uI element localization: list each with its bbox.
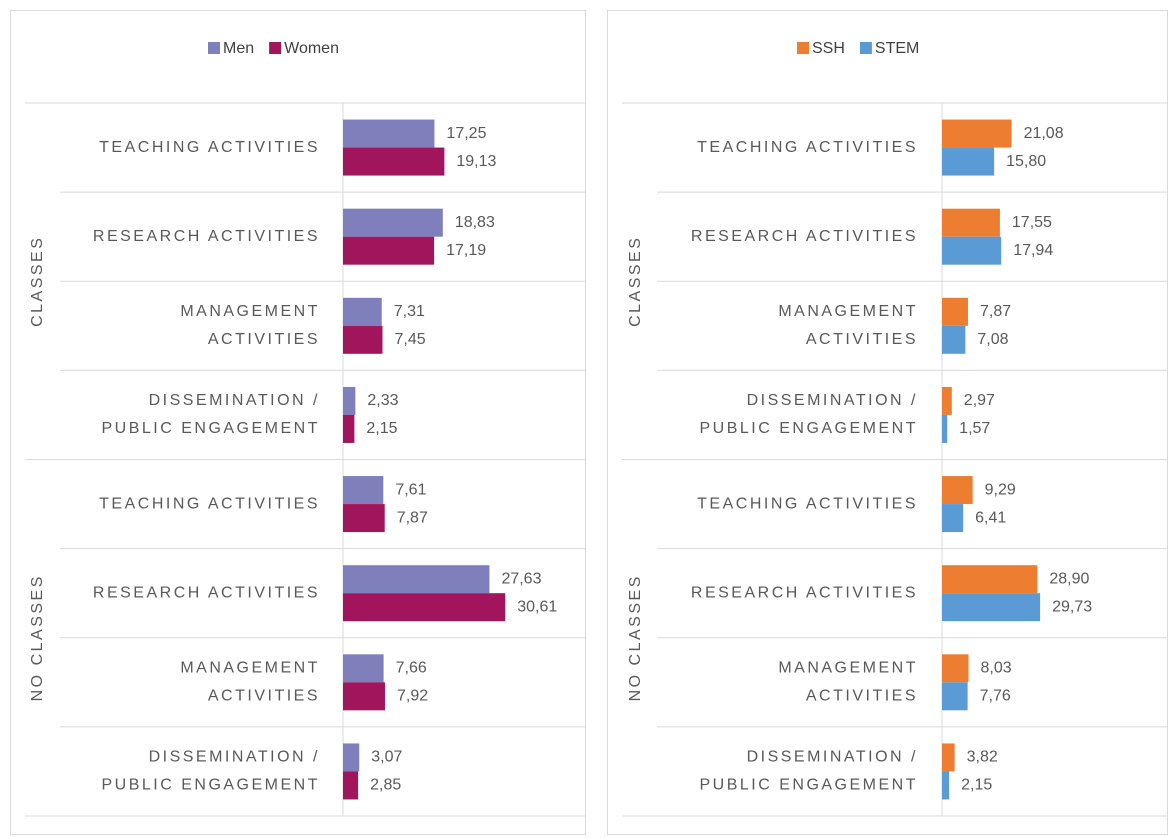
bar	[942, 208, 1000, 237]
value-label: 7,87	[397, 509, 428, 526]
bar	[942, 147, 995, 176]
value-label: 19,13	[456, 153, 496, 170]
bar	[942, 325, 966, 354]
bar	[942, 593, 1041, 622]
value-label: 17,19	[446, 242, 486, 259]
value-label: 17,94	[1013, 242, 1053, 259]
category-label: RESEARCH ACTIVITIES	[93, 584, 320, 601]
bar	[942, 682, 968, 711]
value-label: 7,45	[394, 331, 425, 348]
bar	[343, 414, 355, 443]
group-label: CLASSES	[627, 236, 644, 327]
value-label: 3,82	[967, 749, 998, 766]
category-label: RESEARCH ACTIVITIES	[691, 228, 918, 245]
bar	[343, 654, 384, 683]
value-label: 7,87	[980, 303, 1011, 320]
value-label: 28,90	[1049, 570, 1089, 587]
value-label: 2,97	[964, 392, 995, 409]
bar	[942, 771, 950, 800]
legend-swatch	[797, 42, 809, 54]
value-label: 7,66	[396, 660, 427, 677]
bar	[343, 297, 382, 326]
category-label: TEACHING ACTIVITIES	[99, 139, 320, 156]
value-label: 6,41	[975, 509, 1006, 526]
value-label: 2,33	[367, 392, 398, 409]
bar	[942, 119, 1012, 148]
group-label: NO CLASSES	[29, 574, 46, 701]
bar	[343, 325, 383, 354]
category-label: DISSEMINATION / PUBLIC ENGAGEMENT	[699, 392, 918, 437]
group-label: NO CLASSES	[627, 574, 644, 701]
value-label: 1,57	[959, 420, 990, 437]
value-label: 21,08	[1024, 125, 1064, 142]
value-label: 7,61	[395, 481, 426, 498]
category-label: TEACHING ACTIVITIES	[99, 495, 320, 512]
value-label: 15,80	[1006, 153, 1046, 170]
bar	[942, 565, 1038, 594]
category-label: DISSEMINATION / PUBLIC ENGAGEMENT	[699, 749, 918, 794]
value-label: 2,85	[370, 777, 401, 794]
category-label: DISSEMINATION / PUBLIC ENGAGEMENT	[101, 392, 320, 437]
category-label: RESEARCH ACTIVITIES	[93, 228, 320, 245]
category-label: MANAGEMENT ACTIVITIES	[778, 660, 918, 705]
bar	[343, 771, 359, 800]
legend-swatch	[269, 42, 282, 54]
bar	[942, 654, 969, 683]
panel-border	[10, 10, 586, 835]
value-label: 27,63	[501, 570, 541, 587]
legend-swatch	[208, 42, 220, 54]
bar	[942, 386, 952, 415]
bar	[343, 593, 506, 622]
legend-label: STEM	[875, 40, 919, 57]
bar	[343, 119, 435, 148]
category-label: RESEARCH ACTIVITIES	[691, 584, 918, 601]
category-label: MANAGEMENT ACTIVITIES	[180, 660, 320, 705]
bar	[942, 476, 973, 505]
bar	[942, 743, 955, 772]
bar	[942, 414, 948, 443]
bar	[343, 682, 385, 711]
bar	[343, 476, 384, 505]
value-label: 8,03	[980, 660, 1011, 677]
value-label: 9,29	[985, 481, 1016, 498]
value-label: 17,55	[1012, 214, 1052, 231]
bar	[343, 208, 443, 237]
bar	[942, 236, 1002, 265]
value-label: 18,83	[455, 214, 495, 231]
legend-label: Women	[284, 40, 339, 57]
value-label: 30,61	[517, 598, 557, 615]
bar	[942, 297, 968, 326]
category-label: MANAGEMENT ACTIVITIES	[180, 303, 320, 348]
bar	[343, 504, 385, 533]
bar	[343, 147, 445, 176]
legend-swatch	[859, 42, 872, 54]
category-label: MANAGEMENT ACTIVITIES	[778, 303, 918, 348]
bar	[343, 386, 356, 415]
value-label: 7,92	[397, 688, 428, 705]
legend-label: Men	[223, 40, 254, 57]
panel-border	[607, 10, 1168, 835]
value-label: 2,15	[961, 777, 992, 794]
value-label: 7,76	[980, 688, 1011, 705]
legend-label: SSH	[812, 40, 845, 57]
bar	[343, 236, 435, 265]
value-label: 7,08	[977, 331, 1008, 348]
category-label: TEACHING ACTIVITIES	[697, 139, 918, 156]
value-label: 2,15	[366, 420, 397, 437]
category-label: TEACHING ACTIVITIES	[697, 495, 918, 512]
value-label: 7,31	[394, 303, 425, 320]
bar	[343, 743, 360, 772]
value-label: 3,07	[371, 749, 402, 766]
value-label: 29,73	[1052, 598, 1092, 615]
value-label: 17,25	[446, 125, 486, 142]
group-label: CLASSES	[29, 236, 46, 327]
bar	[942, 504, 964, 533]
category-label: DISSEMINATION / PUBLIC ENGAGEMENT	[101, 749, 320, 794]
bar	[343, 565, 490, 594]
